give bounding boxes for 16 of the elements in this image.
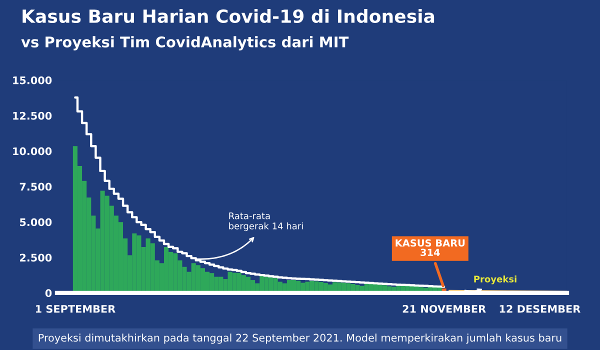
y-tick-label: 0 [45, 289, 52, 298]
y-tick-label: 10.000 [13, 147, 52, 156]
y-tick-label: 12.500 [13, 112, 52, 120]
text: Proyeksi dimutakhirkan pada tanggal 22 September 2021. Model memperkirakan jumlah kasus baru [38, 334, 562, 344]
y-tick-label: 15.000 [13, 76, 52, 84]
y-tick-label: 7.500 [20, 182, 52, 191]
annotation: KASUS BARU 314 [396, 239, 465, 256]
chart-title: Kasus Baru Harian Covid-19 di Indonesia [22, 9, 434, 24]
chart-subtitle: vs Proyeksi Tim CovidAnalytics dari MIT [21, 36, 349, 50]
x-tick-label: 1 SEPTEMBER [36, 304, 116, 313]
x-tick-label: 21 NOVEMBER [402, 304, 486, 313]
y-tick-label: 2.500 [20, 254, 52, 262]
annotation: Proyeksi [474, 275, 516, 284]
annotation: Rata-rata bergerak 14 hari [229, 212, 303, 232]
x-tick-label: 12 DESEMBER [500, 304, 580, 313]
y-tick-label: 5.000 [20, 218, 52, 226]
